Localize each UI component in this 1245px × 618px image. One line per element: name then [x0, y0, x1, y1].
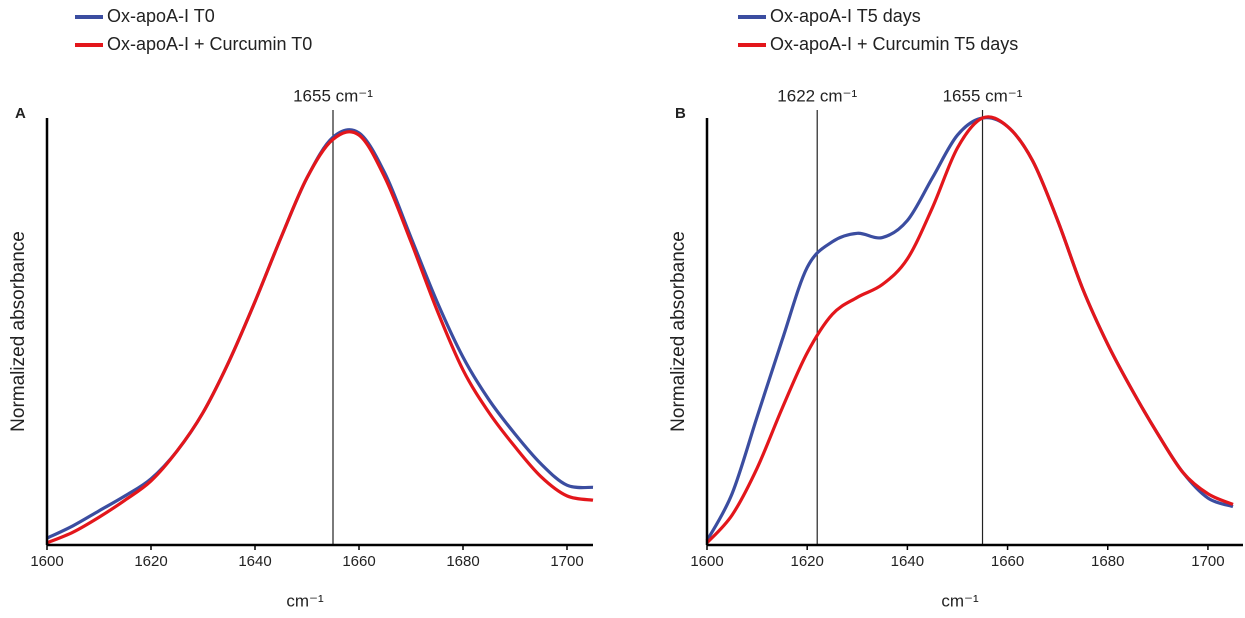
x-tick-label: 1660	[991, 553, 1024, 570]
series-line	[705, 116, 1234, 542]
legend-label: Ox-apoA-I T5 days	[770, 6, 921, 26]
annotation-label: 1655 cm⁻¹	[943, 86, 1023, 105]
annotation-label: 1622 cm⁻¹	[777, 86, 857, 105]
x-tick-label: 1660	[342, 553, 375, 570]
legend-label: Ox-apoA-I + Curcumin T5 days	[770, 34, 1018, 54]
x-tick-label: 1700	[550, 553, 583, 570]
legend-label: Ox-apoA-I + Curcumin T0	[107, 34, 312, 54]
series-line	[46, 130, 594, 545]
panel-label: B	[675, 105, 686, 122]
x-tick-label: 1680	[446, 553, 479, 570]
legend-label: Ox-apoA-I T0	[107, 6, 215, 26]
x-tick-label: 1680	[1091, 553, 1124, 570]
panel-label: A	[15, 105, 26, 122]
x-tick-label: 1620	[134, 553, 167, 570]
series-line	[46, 128, 594, 540]
x-tick-label: 1620	[790, 553, 823, 570]
x-tick-label: 1700	[1191, 553, 1224, 570]
annotation-label: 1655 cm⁻¹	[293, 86, 373, 105]
x-tick-label: 1600	[690, 553, 723, 570]
x-tick-label: 1600	[30, 553, 63, 570]
series-line	[705, 115, 1234, 544]
x-tick-label: 1640	[238, 553, 271, 570]
y-axis-label: Normalized absorbance	[8, 231, 29, 432]
x-tick-label: 1640	[891, 553, 924, 570]
x-axis-label: cm⁻¹	[941, 591, 979, 610]
y-axis-label: Normalized absorbance	[668, 231, 689, 432]
x-axis-label: cm⁻¹	[286, 591, 324, 610]
